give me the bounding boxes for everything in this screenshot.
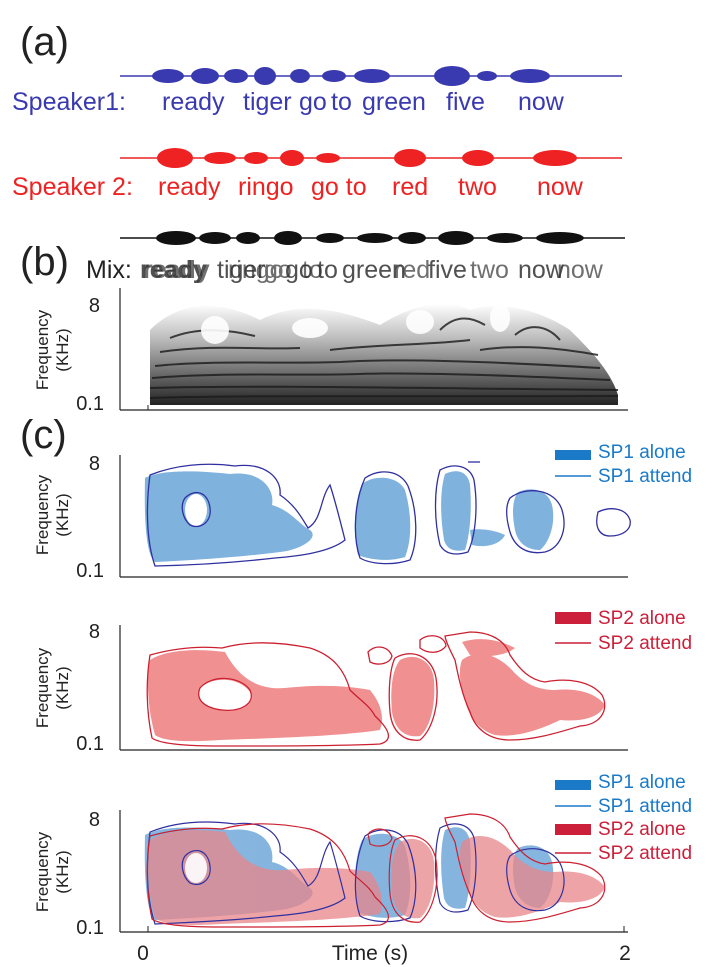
y-tick-bottom: 0.1 xyxy=(76,733,104,755)
y-tick-bottom: 0.1 xyxy=(76,393,104,415)
speaker2-word: now xyxy=(537,173,584,201)
panel-label-b: (b) xyxy=(20,240,69,284)
y-axis-unit: (KHz) xyxy=(53,493,72,536)
c2-axes xyxy=(119,625,628,751)
mix-word: to xyxy=(302,256,323,284)
speaker2-word: red xyxy=(392,173,428,201)
speaker2-word: ringo xyxy=(238,173,294,201)
mix-word: tiger xyxy=(217,256,266,284)
speaker1-word: ready xyxy=(162,88,225,116)
y-axis-label: Frequency xyxy=(33,474,52,555)
y-axis-label: Frequency xyxy=(33,309,52,390)
legend-sp1-attend: SP1 attend xyxy=(598,466,692,487)
speaker2-waveform xyxy=(120,148,622,168)
mix-word: go xyxy=(285,256,313,284)
mix-word: two xyxy=(470,256,509,284)
speaker1-word: to xyxy=(331,88,352,116)
speaker1-word: now xyxy=(518,88,565,116)
speaker2-word: two xyxy=(458,173,497,201)
spectrogram-axes xyxy=(119,288,628,411)
legend-swatch-sp2-alone xyxy=(555,612,591,624)
sp1-attend-contour xyxy=(146,461,631,567)
legend-sp1-attend: SP1 attend xyxy=(598,796,692,817)
legend-sp2-alone: SP2 alone xyxy=(598,819,686,840)
speaker1-word: go xyxy=(299,88,327,116)
sp1-alone-region xyxy=(144,471,554,562)
y-axis-unit: (KHz) xyxy=(53,666,72,709)
sp2-attend-contour xyxy=(146,631,606,747)
sp1-hole xyxy=(185,494,207,526)
y-tick-top: 8 xyxy=(89,809,100,831)
mix-word: ringo xyxy=(228,256,284,284)
combined-sp1-attend xyxy=(146,821,565,925)
c3-axes xyxy=(119,810,628,933)
mix-waveform xyxy=(120,231,625,245)
panel-label-c: (c) xyxy=(20,413,67,457)
x-tick-end: 2 xyxy=(619,942,631,965)
sp2-hole xyxy=(198,679,251,711)
y-axis-unit: (KHz) xyxy=(53,328,72,371)
legend-sp1-alone: SP1 alone xyxy=(598,772,686,793)
combined-hole xyxy=(185,853,207,883)
y-axis-label: Frequency xyxy=(33,831,52,912)
legend-sp1-alone: SP1 alone xyxy=(598,442,686,463)
speaker1-word: five xyxy=(446,88,485,116)
mix-word: green xyxy=(342,256,406,284)
speaker2-word: ready xyxy=(158,173,221,201)
mix-word: ready xyxy=(140,256,207,284)
speaker2-label: Speaker 2: xyxy=(12,173,133,201)
sp2-alone-region xyxy=(147,639,605,742)
speaker1-waveform xyxy=(120,66,622,86)
combined-sp2-attend xyxy=(146,813,606,928)
legend-sp2-attend: SP2 attend xyxy=(598,633,692,654)
mix-word: red xyxy=(394,256,430,284)
y-axis-unit: (KHz) xyxy=(53,850,72,893)
y-tick-bottom: 0.1 xyxy=(76,560,104,582)
speaker2-word: go to xyxy=(311,173,367,201)
y-tick-top: 8 xyxy=(89,621,100,643)
speaker1-word: green xyxy=(362,88,426,116)
y-tick-top: 8 xyxy=(89,295,100,317)
legend-sp2-alone: SP2 alone xyxy=(598,608,686,629)
c1-axes xyxy=(119,455,628,578)
y-tick-bottom: 0.1 xyxy=(76,917,104,939)
mix-word: now xyxy=(518,256,565,284)
panel-label-a: (a) xyxy=(20,20,69,64)
mix-word: to xyxy=(317,256,338,284)
legend-swatch-sp1-alone xyxy=(555,780,591,790)
speaker1-label: Speaker1: xyxy=(12,88,126,116)
y-axis-label: Frequency xyxy=(33,647,52,728)
mix-word: ready xyxy=(143,256,210,284)
mix-word: go xyxy=(264,256,292,284)
combined-sp2-alone xyxy=(147,830,605,926)
legend-sp2-attend: SP2 attend xyxy=(598,843,692,864)
mix-label: Mix: xyxy=(86,256,132,284)
spectrogram-image xyxy=(149,303,618,405)
legend-swatch-sp2-alone xyxy=(555,824,591,835)
x-axis-label: Time (s) xyxy=(332,942,408,965)
legend-swatch-sp1-alone xyxy=(555,450,591,460)
speaker1-word: tiger xyxy=(243,88,292,116)
y-tick-top: 8 xyxy=(89,453,100,475)
mix-word: five xyxy=(428,256,467,284)
x-tick-start: 0 xyxy=(137,942,149,965)
mix-word: now xyxy=(557,256,604,284)
